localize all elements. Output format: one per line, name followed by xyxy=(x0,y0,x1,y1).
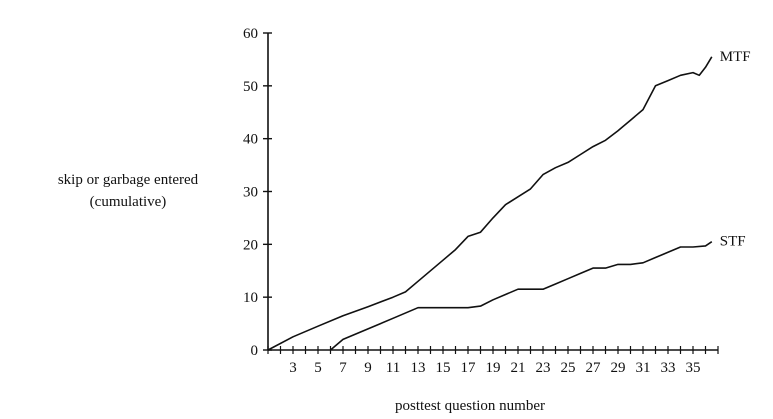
y-tick-label: 0 xyxy=(251,343,259,359)
series-line-mtf xyxy=(267,56,713,351)
y-tick-label: 10 xyxy=(243,290,258,306)
x-tick-label: 21 xyxy=(511,360,526,376)
x-tick-label: 25 xyxy=(561,360,576,376)
x-tick-label: 9 xyxy=(364,360,372,376)
x-tick-label: 31 xyxy=(636,360,651,376)
x-tick-label: 35 xyxy=(686,360,701,376)
x-tick-label: 27 xyxy=(586,360,602,376)
x-tick-label: 17 xyxy=(461,360,477,376)
x-tick-label: 29 xyxy=(611,360,626,376)
x-tick-label: 13 xyxy=(411,360,426,376)
x-tick-label: 3 xyxy=(289,360,297,376)
x-axis-ticks: 3 5 7 9 11 13 15 17 19 21 23 25 27 29 31 33 35 xyxy=(267,346,719,376)
x-tick-label: 5 xyxy=(314,360,322,376)
y-axis-title-line: skip or garbage entered xyxy=(58,172,199,188)
x-tick-label: 7 xyxy=(339,360,347,376)
y-axis-title-line: (cumulative) xyxy=(90,194,167,210)
y-tick-label: 40 xyxy=(243,132,258,148)
series-layer: MTF STF xyxy=(267,49,751,351)
y-tick-label: 20 xyxy=(243,237,258,253)
series-line-stf xyxy=(329,241,713,351)
x-tick-label: 15 xyxy=(436,360,451,376)
y-tick-label: 50 xyxy=(243,79,258,95)
y-tick-label: 30 xyxy=(243,185,258,201)
series-label-stf: STF xyxy=(720,234,746,250)
x-tick-label: 23 xyxy=(536,360,551,376)
x-tick-label: 33 xyxy=(661,360,676,376)
y-axis-title: skip or garbage entered (cumulative) xyxy=(58,172,199,210)
x-axis-title: posttest question number xyxy=(395,398,545,414)
x-tick-label: 19 xyxy=(486,360,501,376)
x-tick-label: 11 xyxy=(386,360,400,376)
y-tick-label: 60 xyxy=(243,26,258,42)
y-axis-ticks: 0 10 20 30 40 50 60 xyxy=(243,26,272,359)
series-label-mtf: MTF xyxy=(720,49,751,65)
